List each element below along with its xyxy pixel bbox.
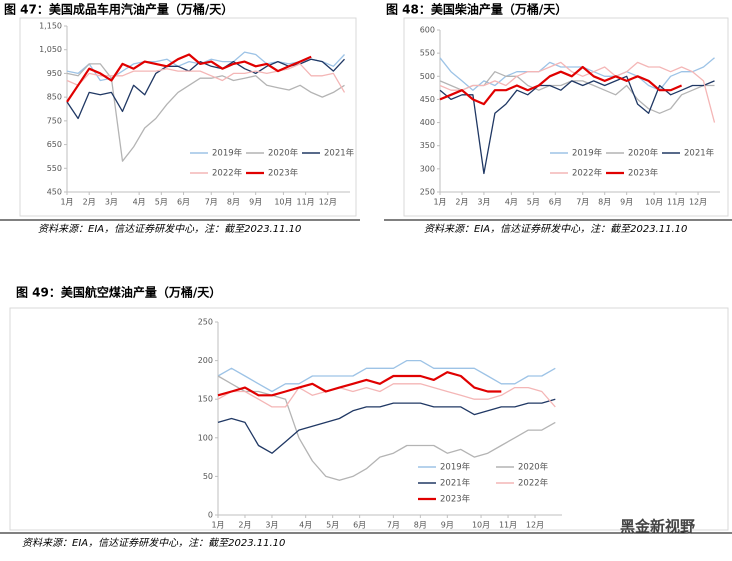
source-note: 资料来源：EIA，信达证券研发中心，注：截至2023.11.10: [424, 223, 687, 235]
legend-label: 2022年: [518, 478, 549, 489]
x-tick-label: 2月: [83, 198, 96, 207]
source-note: 资料来源：EIA，信达证券研发中心，注：截至2023.11.10: [38, 223, 301, 235]
chart-title: 图 48：美国柴油产量（万桶/天）: [386, 2, 567, 17]
y-tick-label: 150: [198, 395, 213, 404]
y-tick-label: 50: [203, 472, 213, 481]
series-line: [217, 375, 556, 481]
x-tick-label: 12月: [526, 521, 544, 530]
legend-label: 2020年: [518, 462, 549, 473]
x-tick-label: 10月: [472, 521, 490, 530]
x-tick-label: 5月: [527, 198, 540, 207]
x-tick-label: 2月: [455, 198, 468, 207]
y-tick-label: 250: [198, 318, 213, 327]
y-tick-label: 550: [420, 49, 435, 58]
legend-label: 2021年: [684, 148, 715, 159]
series-line: [217, 371, 502, 397]
series-line: [439, 71, 715, 114]
panel-frame: [9, 307, 729, 531]
x-tick-label: 4月: [505, 198, 518, 207]
x-tick-label: 7月: [205, 198, 218, 207]
x-tick-label: 5月: [155, 198, 168, 207]
series-line: [217, 359, 556, 393]
x-tick-label: 3月: [265, 521, 278, 530]
y-tick-label: 0: [208, 511, 213, 520]
legend-label: 2022年: [212, 168, 243, 179]
y-tick-label: 750: [47, 116, 62, 125]
legend-label: 2019年: [572, 148, 603, 159]
x-tick-label: 12月: [319, 198, 337, 207]
x-tick-label: 6月: [549, 198, 562, 207]
watermark: 黑金新视野: [620, 518, 695, 536]
panel-frame: [403, 17, 729, 217]
y-tick-label: 100: [198, 433, 213, 442]
x-tick-label: 8月: [414, 521, 427, 530]
chart-title: 图 47：美国成品车用汽油产量（万桶/天）: [4, 2, 233, 17]
y-tick-label: 850: [47, 93, 62, 102]
legend-label: 2023年: [628, 168, 659, 179]
source-note: 资料来源：EIA，信达证券研发中心，注：截至2023.11.10: [22, 537, 285, 549]
x-tick-label: 6月: [353, 521, 366, 530]
y-tick-label: 1,150: [39, 22, 62, 31]
x-tick-label: 9月: [441, 521, 454, 530]
y-tick-label: 300: [420, 164, 435, 173]
y-tick-label: 400: [420, 118, 435, 127]
series-line: [66, 63, 345, 162]
x-tick-label: 9月: [249, 198, 262, 207]
x-tick-label: 11月: [499, 521, 517, 530]
y-tick-label: 500: [420, 72, 435, 81]
x-tick-label: 10月: [645, 198, 663, 207]
legend-label: 2019年: [212, 148, 243, 159]
x-tick-label: 11月: [667, 198, 685, 207]
x-tick-label: 8月: [227, 198, 240, 207]
y-tick-label: 450: [47, 188, 62, 197]
x-tick-label: 5月: [326, 521, 339, 530]
x-tick-label: 7月: [387, 521, 400, 530]
y-tick-label: 600: [420, 26, 435, 35]
y-tick-label: 350: [420, 141, 435, 150]
x-tick-label: 2月: [238, 521, 251, 530]
x-tick-label: 3月: [105, 198, 118, 207]
series-line: [217, 383, 556, 408]
x-tick-label: 1月: [211, 521, 224, 530]
y-tick-label: 1,050: [39, 45, 62, 54]
legend-label: 2021年: [440, 478, 471, 489]
series-line: [439, 61, 716, 123]
panel-frame: [19, 17, 357, 217]
x-tick-label: 4月: [299, 521, 312, 530]
y-tick-label: 450: [420, 95, 435, 104]
series-line: [439, 65, 683, 106]
series-line: [439, 75, 715, 175]
y-tick-label: 250: [420, 188, 435, 197]
legend-label: 2019年: [440, 462, 471, 473]
series-line: [439, 57, 715, 91]
y-tick-label: 550: [47, 164, 62, 173]
x-tick-label: 3月: [477, 198, 490, 207]
y-tick-label: 650: [47, 140, 62, 149]
legend-label: 2020年: [628, 148, 659, 159]
y-tick-label: 950: [47, 69, 62, 78]
x-tick-label: 10月: [274, 198, 292, 207]
series-line: [217, 398, 556, 454]
legend-label: 2020年: [268, 148, 299, 159]
x-tick-label: 7月: [576, 198, 589, 207]
x-tick-label: 4月: [133, 198, 146, 207]
chart-title: 图 49：美国航空煤油产量（万桶/天）: [16, 285, 221, 300]
x-tick-label: 12月: [689, 198, 707, 207]
legend-label: 2021年: [324, 148, 355, 159]
legend-label: 2022年: [572, 168, 603, 179]
x-tick-label: 11月: [297, 198, 315, 207]
series-line: [66, 53, 312, 103]
x-tick-label: 1月: [60, 198, 73, 207]
series-line: [66, 58, 345, 120]
x-tick-label: 1月: [433, 198, 446, 207]
x-tick-label: 8月: [598, 198, 611, 207]
legend-label: 2023年: [440, 494, 471, 505]
x-tick-label: 6月: [177, 198, 190, 207]
y-tick-label: 200: [198, 356, 213, 365]
legend-label: 2023年: [268, 168, 299, 179]
x-tick-label: 9月: [620, 198, 633, 207]
